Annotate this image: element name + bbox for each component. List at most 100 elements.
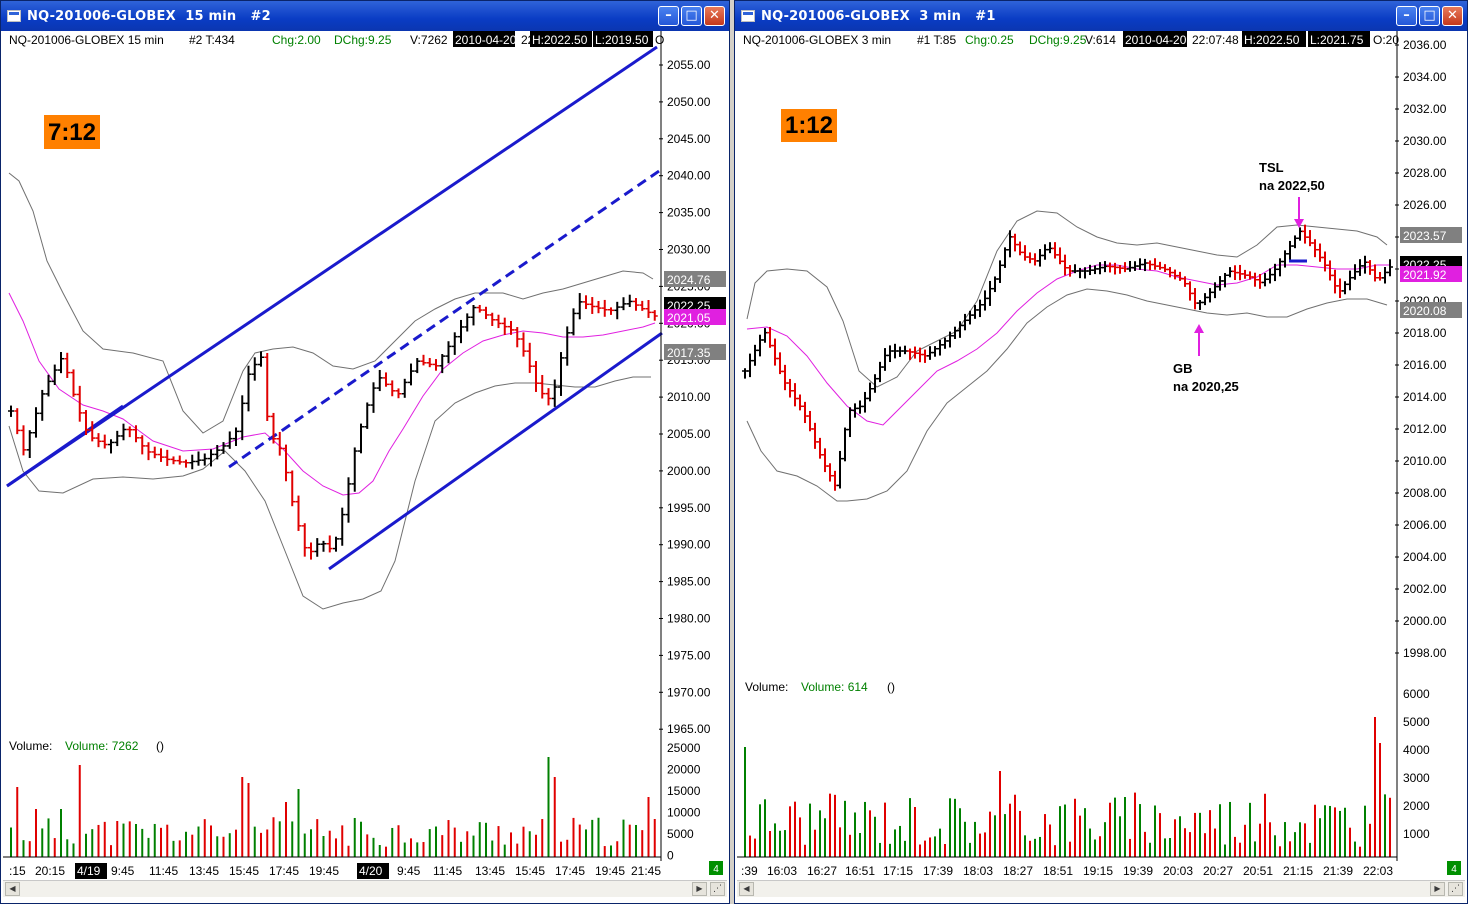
channel-lower-line [328, 331, 663, 571]
time-tick-label: :15 [9, 864, 26, 878]
time-tick-label: 16:03 [767, 864, 797, 878]
price-tick-label: 2000.00 [1403, 614, 1447, 628]
volume-tick-label: 5000 [667, 827, 694, 841]
scroll-left-button[interactable]: ◀ [5, 882, 20, 896]
price-tick-label: 2010.00 [667, 390, 711, 404]
chart-window-3min[interactable]: NQ-201006-GLOBEX 3 min #1 – □ ✕ NQ-20100… [734, 0, 1468, 904]
volume-tick-label: 6000 [1403, 687, 1430, 701]
date-marker-label: 4/20 [359, 864, 383, 878]
volume-header: Volume: Volume: 614 () [745, 680, 895, 694]
info-dchg: DChg:9.25 [334, 33, 392, 47]
price-tick-label: 2045.00 [667, 132, 711, 146]
time-tick-label: 15:45 [515, 864, 545, 878]
info-open: O:20 [1373, 33, 1399, 47]
info-low: L:2021.75 [1310, 33, 1364, 47]
info-bar: NQ-201006-GLOBEX 3 min #1 T:85 Chg:0.25 … [743, 31, 1399, 47]
maximize-button[interactable]: □ [1419, 6, 1440, 26]
price-tick-label: 2040.00 [667, 169, 711, 183]
volume-axis: 6000 5000 4000 3000 2000 1000 [1403, 687, 1430, 841]
arrow-up-icon [1194, 324, 1204, 356]
info-low: L:2019.50 [595, 33, 649, 47]
date-marker-label: 4/19 [77, 864, 101, 878]
price-tag-label: 2024.76 [667, 273, 711, 287]
info-high: H:2022.50 [1244, 33, 1300, 47]
price-tick-label: 1995.00 [667, 501, 711, 515]
maximize-button[interactable]: □ [681, 6, 702, 26]
price-chart-3min[interactable]: NQ-201006-GLOBEX 3 min #1 T:85 Chg:0.25 … [737, 31, 1467, 881]
volume-tick-label: 10000 [667, 806, 701, 820]
minimize-button[interactable]: – [1396, 6, 1417, 26]
info-date: 2010-04-20 [455, 33, 517, 47]
horizontal-scrollbar[interactable]: ◀ ▶ ⋰ [737, 880, 1465, 897]
volume-value: Volume: 614 [801, 680, 868, 694]
resize-grip-icon[interactable]: ⋰ [1448, 882, 1463, 896]
time-tick-label: 21:39 [1323, 864, 1353, 878]
price-tag-label: 2020.08 [1403, 304, 1447, 318]
price-tick-label: 2014.00 [1403, 390, 1447, 404]
time-tick-label: 9:45 [111, 864, 135, 878]
price-tick-label: 2026.00 [1403, 198, 1447, 212]
time-axis: :39 16:03 16:27 16:51 17:15 17:39 18:03 18:27 18… [741, 864, 1393, 878]
title-bar[interactable]: NQ-201006-GLOBEX 3 min #1 – □ ✕ [735, 1, 1467, 31]
volume-tick-label: 25000 [667, 741, 701, 755]
upper-band-line [746, 210, 1388, 388]
price-chart-15min[interactable]: NQ-201006-GLOBEX 15 min #2 T:434 Chg:2.0… [3, 31, 729, 881]
chart-app-icon [741, 10, 755, 22]
corner-indicator [709, 861, 723, 875]
price-tick-label: 2034.00 [1403, 70, 1447, 84]
price-tag-label: 2023.57 [1403, 229, 1447, 243]
price-tick-label: 1970.00 [667, 685, 711, 699]
volume-label: Volume: [9, 739, 52, 753]
close-button[interactable]: ✕ [704, 6, 725, 26]
annotations: TSL na 2022,50 GB na 2020,25 [1173, 160, 1325, 394]
volume-paren: () [887, 680, 895, 694]
price-tick-label: 2018.00 [1403, 326, 1447, 340]
resize-grip-icon[interactable]: ⋰ [710, 882, 725, 896]
time-axis: :15 20:15 4/19 9:45 11:45 13:45 15:45 17:45 19:4… [9, 863, 661, 879]
time-tick-label: 18:51 [1043, 864, 1073, 878]
price-tick-label: 2035.00 [667, 206, 711, 220]
minimize-button[interactable]: – [658, 6, 679, 26]
scroll-right-button[interactable]: ▶ [692, 882, 707, 896]
price-tick-label: 2002.00 [1403, 582, 1447, 596]
price-tag [1400, 266, 1462, 282]
chart-window-15min[interactable]: NQ-201006-GLOBEX 15 min #2 – □ ✕ NQ-2010… [0, 0, 730, 904]
window-title: NQ-201006-GLOBEX 15 min #2 [27, 8, 271, 24]
price-axis: 2036.00 2034.00 2032.00 2030.00 2028.00 2026.… [1395, 38, 1462, 660]
price-tag [664, 309, 726, 325]
time-tick-label: 20:51 [1243, 864, 1273, 878]
scroll-left-button[interactable]: ◀ [739, 882, 754, 896]
time-tick-label: 17:45 [269, 864, 299, 878]
close-button[interactable]: ✕ [1442, 6, 1463, 26]
price-tick-label: 2005.00 [667, 427, 711, 441]
info-id: #1 T:85 [917, 33, 956, 47]
price-tag [1400, 302, 1462, 318]
price-tag [1400, 227, 1462, 243]
price-tick-label: 2030.00 [667, 243, 711, 257]
volume-tick-label: 5000 [1403, 715, 1430, 729]
ratio-badge [781, 109, 837, 142]
time-tick-label: 16:51 [845, 864, 875, 878]
title-bar[interactable]: NQ-201006-GLOBEX 15 min #2 – □ ✕ [1, 1, 729, 31]
lower-band-line [8, 376, 651, 610]
scroll-right-button[interactable]: ▶ [1430, 882, 1445, 896]
price-tag [664, 344, 726, 360]
price-tick-label: 2010.00 [1403, 454, 1447, 468]
info-symbol: NQ-201006-GLOBEX 15 min [9, 33, 164, 47]
volume-value: Volume: 7262 [65, 739, 139, 753]
info-date: 2010-04-20 [1125, 33, 1187, 47]
lower-band-line [746, 288, 1388, 502]
price-tag-label: 2021.92 [1403, 268, 1447, 282]
info-bar: NQ-201006-GLOBEX 15 min #2 T:434 Chg:2.0… [9, 31, 664, 47]
gb-price: na 2020,25 [1173, 379, 1239, 394]
time-tick-label: 17:45 [555, 864, 585, 878]
horizontal-scrollbar[interactable]: ◀ ▶ ⋰ [3, 880, 727, 897]
volume-tick-label: 3000 [1403, 771, 1430, 785]
chart-app-icon [7, 10, 21, 22]
ratio-badge-text: 7:12 [48, 119, 96, 146]
info-volume: V:614 [1085, 33, 1116, 47]
price-tick-label: 1990.00 [667, 538, 711, 552]
price-tick-label: 2032.00 [1403, 102, 1447, 116]
price-tick-label: 2030.00 [1403, 134, 1447, 148]
tsl-price: na 2022,50 [1259, 178, 1325, 193]
